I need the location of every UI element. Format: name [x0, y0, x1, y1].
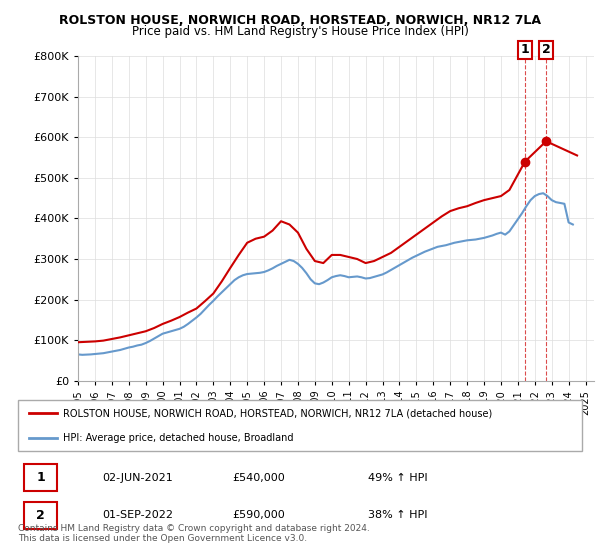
Text: 2: 2: [542, 43, 550, 56]
Text: 02-JUN-2021: 02-JUN-2021: [103, 473, 173, 483]
Text: £540,000: £540,000: [232, 473, 285, 483]
Text: Price paid vs. HM Land Registry's House Price Index (HPI): Price paid vs. HM Land Registry's House …: [131, 25, 469, 38]
Text: 2: 2: [36, 509, 45, 522]
FancyBboxPatch shape: [23, 502, 58, 529]
FancyBboxPatch shape: [23, 464, 58, 491]
FancyBboxPatch shape: [18, 400, 582, 451]
Text: ROLSTON HOUSE, NORWICH ROAD, HORSTEAD, NORWICH, NR12 7LA: ROLSTON HOUSE, NORWICH ROAD, HORSTEAD, N…: [59, 14, 541, 27]
Text: HPI: Average price, detached house, Broadland: HPI: Average price, detached house, Broa…: [63, 433, 293, 443]
Text: ROLSTON HOUSE, NORWICH ROAD, HORSTEAD, NORWICH, NR12 7LA (detached house): ROLSTON HOUSE, NORWICH ROAD, HORSTEAD, N…: [63, 408, 493, 418]
Text: 1: 1: [36, 471, 45, 484]
Text: 1: 1: [521, 43, 529, 56]
Text: Contains HM Land Registry data © Crown copyright and database right 2024.
This d: Contains HM Land Registry data © Crown c…: [18, 524, 370, 543]
Text: £590,000: £590,000: [232, 510, 285, 520]
Text: 49% ↑ HPI: 49% ↑ HPI: [368, 473, 427, 483]
Text: 38% ↑ HPI: 38% ↑ HPI: [368, 510, 427, 520]
Text: 01-SEP-2022: 01-SEP-2022: [103, 510, 173, 520]
